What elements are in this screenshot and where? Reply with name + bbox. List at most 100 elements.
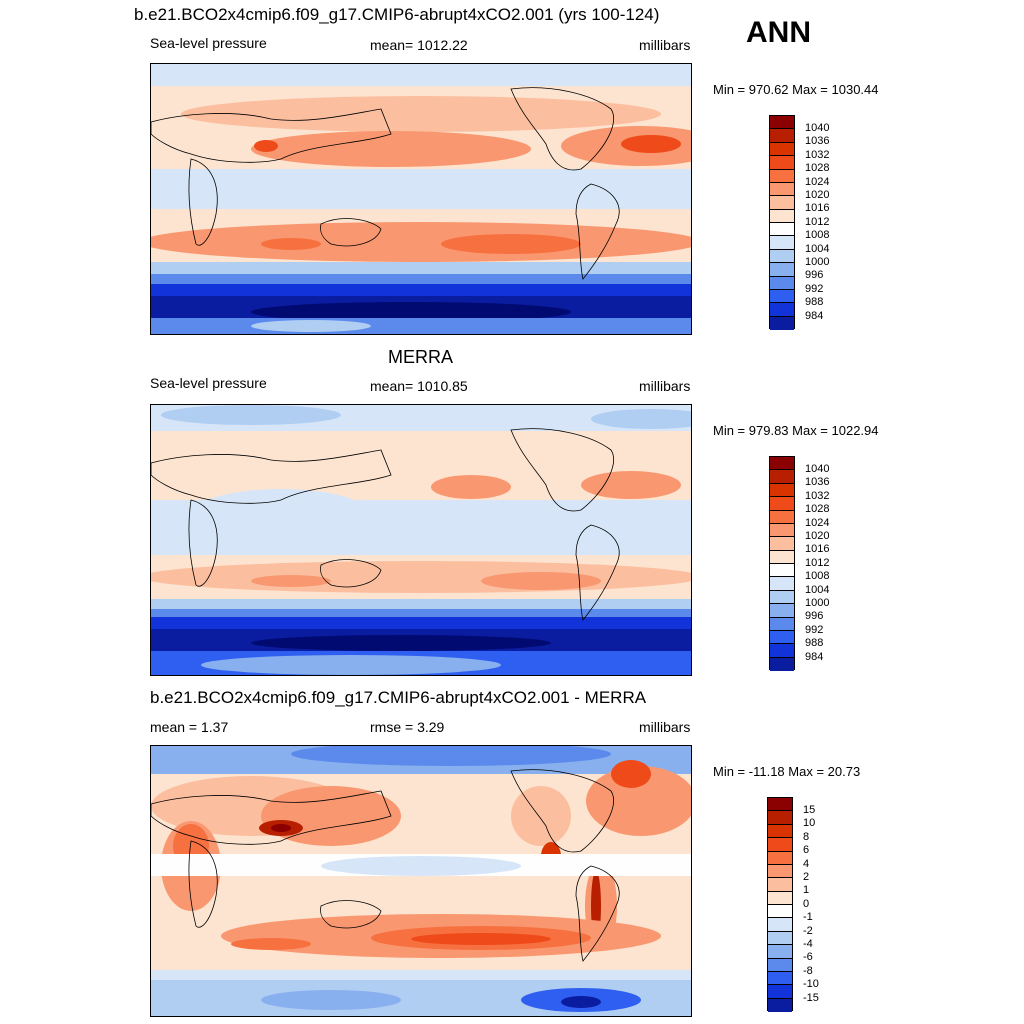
colorbar-segment — [770, 129, 794, 143]
colorbar-segment — [770, 303, 794, 317]
colorbar-segment — [770, 550, 794, 564]
colorbar-label: 2 — [803, 871, 810, 883]
colorbar-segment — [770, 316, 794, 330]
colorbar-segment — [768, 918, 792, 932]
panel1-contour-plot — [151, 64, 691, 334]
colorbar-label: 1028 — [805, 503, 830, 515]
colorbar-label: 984 — [805, 310, 824, 322]
colorbar-segment — [770, 223, 794, 237]
colorbar-label: -15 — [803, 992, 819, 1004]
colorbar-segment — [770, 276, 794, 290]
colorbar-label: 1016 — [805, 543, 830, 555]
colorbar-segment — [770, 169, 794, 183]
colorbar-segment — [770, 142, 794, 157]
colorbar-label: 1028 — [805, 162, 830, 174]
colorbar-segment — [770, 537, 794, 551]
colorbar-label: 1008 — [805, 229, 830, 241]
colorbar-label: 992 — [805, 283, 824, 295]
panel3-units: millibars — [639, 719, 691, 735]
colorbar-label: 15 — [803, 804, 816, 816]
panel3-contour-plot — [151, 746, 691, 1016]
colorbar-label: 1040 — [805, 463, 830, 475]
colorbar-label: 8 — [803, 831, 810, 843]
colorbar-segment — [768, 945, 792, 959]
colorbar-label: 1040 — [805, 122, 830, 134]
colorbar-label: 1000 — [805, 597, 830, 609]
colorbar-segment — [770, 644, 794, 658]
colorbar-label: 0 — [803, 898, 810, 910]
colorbar-label: 1024 — [805, 517, 830, 529]
colorbar-label: -10 — [803, 978, 819, 990]
panel1-title: b.e21.BCO2x4cmip6.f09_g17.CMIP6-abrupt4x… — [134, 5, 660, 24]
colorbar-segment — [768, 958, 792, 972]
colorbar-segment — [768, 905, 792, 919]
colorbar-segment — [770, 470, 794, 484]
panel2-variable: Sea-level pressure — [150, 375, 267, 391]
colorbar-label: 1020 — [805, 530, 830, 542]
colorbar-segment — [770, 577, 794, 591]
panel3-minmax: Min = -11.18 Max = 20.73 — [713, 764, 861, 779]
colorbar-segment — [770, 263, 794, 277]
colorbar-label: 10 — [803, 817, 816, 829]
colorbar-label: 992 — [805, 624, 824, 636]
colorbar-label: 6 — [803, 844, 810, 856]
colorbar-label: 1016 — [805, 202, 830, 214]
colorbar-label: -6 — [803, 951, 813, 963]
colorbar-segment — [770, 523, 794, 538]
colorbar-label: 988 — [805, 637, 824, 649]
colorbar-segment — [770, 236, 794, 250]
colorbar-segment — [770, 156, 794, 170]
colorbar-label: 1008 — [805, 570, 830, 582]
colorbar-label: 1032 — [805, 490, 830, 502]
colorbar-segment — [768, 864, 792, 879]
colorbar-label: 1012 — [805, 216, 830, 228]
colorbar-segment — [770, 510, 794, 524]
panel1-units: millibars — [639, 37, 691, 53]
colorbar-label: 984 — [805, 651, 824, 663]
colorbar-segment — [768, 878, 792, 892]
panel1-colorbar-labels: 1040 1036 1032 1028 1024 1020 1016 1012 … — [805, 115, 845, 329]
panel2-colorbar — [769, 456, 795, 671]
colorbar-label: -8 — [803, 965, 813, 977]
colorbar-label: 1004 — [805, 243, 830, 255]
panel2-mean: mean= 1010.85 — [370, 378, 468, 394]
panel3-title: b.e21.BCO2x4cmip6.f09_g17.CMIP6-abrupt4x… — [150, 688, 647, 707]
colorbar-label: 1012 — [805, 557, 830, 569]
panel3-map — [150, 745, 692, 1017]
colorbar-label: 1000 — [805, 256, 830, 268]
colorbar-segment — [770, 630, 794, 645]
colorbar-segment — [770, 497, 794, 511]
colorbar-segment — [770, 116, 794, 130]
panel2-title: MERRA — [388, 347, 454, 367]
colorbar-segment — [768, 985, 792, 999]
colorbar-label: 1020 — [805, 189, 830, 201]
panel1-minmax: Min = 970.62 Max = 1030.44 — [713, 82, 879, 97]
colorbar-label: 1036 — [805, 476, 830, 488]
colorbar-segment — [770, 209, 794, 223]
panel1-mean: mean= 1012.22 — [370, 37, 468, 53]
panel1-variable: Sea-level pressure — [150, 35, 267, 51]
colorbar-segment — [768, 891, 792, 905]
panel3-mean: mean = 1.37 — [150, 719, 229, 735]
colorbar-label: 996 — [805, 610, 824, 622]
colorbar-segment — [770, 483, 794, 498]
panel3-rmse: rmse = 3.29 — [370, 719, 445, 735]
colorbar-segment — [768, 851, 792, 865]
panel3-colorbar — [767, 797, 793, 1012]
colorbar-segment — [770, 564, 794, 578]
panel2-map — [150, 404, 692, 676]
colorbar-segment — [770, 249, 794, 264]
colorbar-segment — [770, 457, 794, 471]
colorbar-label: -4 — [803, 938, 813, 950]
colorbar-label: 1036 — [805, 135, 830, 147]
colorbar-segment — [768, 798, 792, 812]
panel2-units: millibars — [639, 378, 691, 394]
colorbar-label: 4 — [803, 858, 810, 870]
colorbar-segment — [770, 590, 794, 605]
panel1-colorbar — [769, 115, 795, 330]
panel1-map — [150, 63, 692, 335]
colorbar-segment — [768, 811, 792, 825]
colorbar-label: 1 — [803, 884, 810, 896]
colorbar-segment — [768, 971, 792, 986]
colorbar-label: -2 — [803, 925, 813, 937]
